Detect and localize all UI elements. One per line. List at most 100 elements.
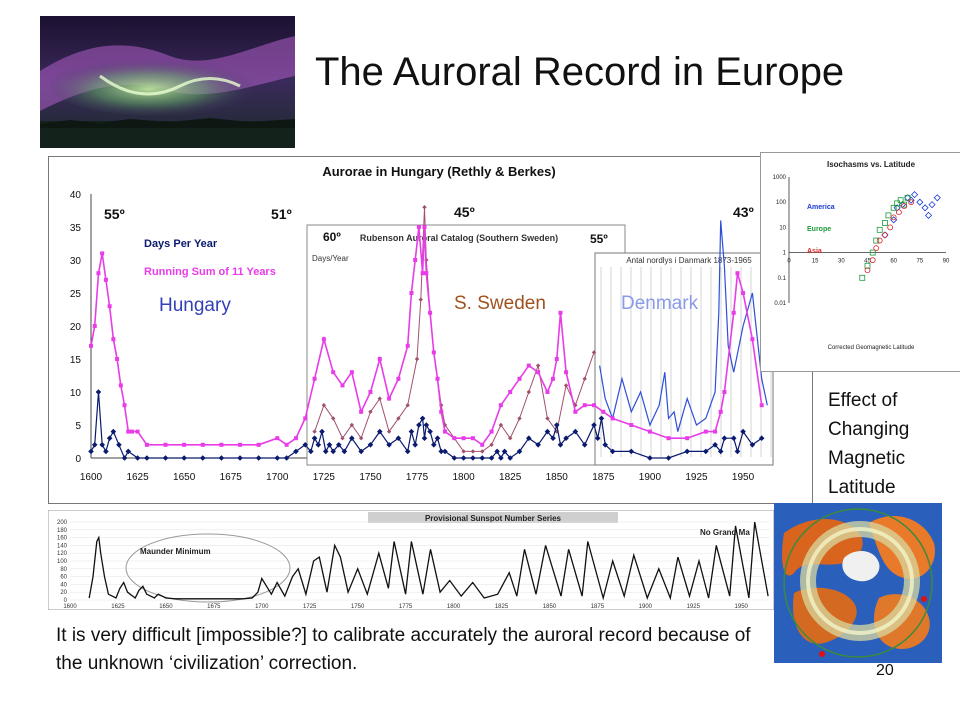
sunspot-chart-series bbox=[88, 521, 769, 601]
data-point-days-per-year bbox=[427, 428, 433, 435]
iso-point-europe bbox=[882, 220, 888, 226]
data-point-running-sum-of-11-years bbox=[107, 304, 112, 309]
data-point-running-sum-of-11-years bbox=[582, 403, 587, 408]
data-point-running-sum-of-11-years bbox=[735, 271, 740, 276]
data-point-days-per-year bbox=[134, 455, 141, 461]
data-point-running-sum-of-11-years bbox=[359, 409, 364, 414]
data-point-running-sum-of-11-years bbox=[303, 416, 308, 421]
sun-y-tick-label: 160 bbox=[57, 536, 68, 542]
data-point-running-sum-of-11-years bbox=[470, 436, 475, 441]
iso-point-america bbox=[916, 198, 924, 206]
data-point-running-sum-of-11-years bbox=[200, 442, 205, 447]
latitude-label-5: 60º bbox=[323, 230, 341, 244]
data-point-days-per-year bbox=[602, 442, 608, 448]
data-point-s-sweden bbox=[498, 422, 504, 428]
iso-x-tick-label: 0 bbox=[787, 259, 791, 265]
main-x-tick-label: 1675 bbox=[220, 472, 243, 483]
data-point-s-sweden bbox=[414, 356, 420, 362]
data-point-running-sum-of-11-years bbox=[517, 376, 522, 381]
data-point-running-sum-of-11-years bbox=[387, 396, 392, 401]
sun-x-tick-label: 1825 bbox=[495, 604, 509, 610]
data-point-running-sum-of-11-years bbox=[731, 310, 736, 315]
data-point-running-sum-of-11-years bbox=[424, 271, 429, 276]
data-point-days-per-year bbox=[330, 448, 336, 455]
data-point-running-sum-of-11-years bbox=[293, 436, 298, 441]
iso-point-europe bbox=[876, 226, 883, 233]
data-point-days-per-year bbox=[717, 448, 724, 455]
data-point-running-sum-of-11-years bbox=[558, 310, 563, 315]
data-point-running-sum-of-11-years bbox=[416, 225, 421, 229]
data-point-running-sum-of-11-years bbox=[420, 271, 425, 276]
iso-y-tick-label: 10 bbox=[779, 225, 786, 231]
effect-caption: Effect of Changing Magnetic Latitude bbox=[828, 386, 909, 502]
iso-point-europe bbox=[904, 194, 911, 201]
data-point-days-per-year bbox=[218, 455, 225, 461]
main-y-tick-label: 35 bbox=[70, 223, 82, 234]
data-point-running-sum-of-11-years bbox=[422, 225, 427, 229]
data-point-running-sum-of-11-years bbox=[713, 429, 718, 434]
iso-y-tick-label: 100 bbox=[776, 200, 787, 206]
iso-point-asia bbox=[869, 257, 876, 264]
sun-y-tick-label: 80 bbox=[60, 567, 67, 573]
data-point-days-per-year bbox=[758, 435, 765, 441]
data-point-running-sum-of-11-years bbox=[100, 251, 105, 256]
data-point-days-per-year bbox=[470, 455, 476, 461]
sun-y-tick-label: 100 bbox=[57, 559, 68, 565]
data-point-days-per-year bbox=[730, 435, 737, 441]
sun-x-tick-label: 1750 bbox=[351, 604, 365, 610]
main-y-tick-label: 20 bbox=[70, 322, 82, 333]
iso-point-asia bbox=[864, 267, 871, 274]
data-point-days-per-year bbox=[460, 455, 467, 461]
sun-y-tick-label: 200 bbox=[57, 520, 68, 526]
sun-x-tick-label: 1950 bbox=[735, 604, 749, 610]
data-point-running-sum-of-11-years bbox=[551, 376, 556, 381]
data-point-days-per-year bbox=[535, 442, 541, 448]
geomagnetic-map bbox=[774, 503, 942, 663]
data-point-days-per-year bbox=[95, 389, 102, 395]
data-point-running-sum-of-11-years bbox=[573, 409, 578, 414]
iso-legend-asia: Asia bbox=[807, 248, 822, 255]
sunspot-series-chart: Provisional Sunspot Number Series 0 20 40 6… bbox=[47, 509, 775, 611]
iso-x-tick-label: 45 bbox=[864, 259, 871, 265]
effect-caption-line: Latitude bbox=[828, 477, 896, 498]
data-point-days-per-year bbox=[341, 448, 348, 455]
data-point-running-sum-of-11-years bbox=[331, 370, 336, 375]
main-chart-title: Aurorae in Hungary (Rethly & Berkes) bbox=[322, 164, 555, 179]
data-point-s-sweden bbox=[396, 416, 401, 421]
main-x-tick-label: 1625 bbox=[126, 472, 149, 483]
main-chart-series bbox=[88, 205, 768, 461]
isochasms-chart: Isochasms vs. Latitude 0.01 0.1 1 10 100 1000… bbox=[760, 152, 960, 372]
series-line-days-per-year bbox=[90, 391, 763, 460]
data-point-running-sum-of-11-years bbox=[480, 442, 485, 447]
sweden-inset-title: Rubenson Auroral Catalog (Southern Swede… bbox=[360, 233, 558, 243]
data-point-days-per-year bbox=[553, 422, 560, 428]
sun-x-tick-label: 1625 bbox=[111, 604, 125, 610]
latitude-label-6: 55º bbox=[590, 232, 608, 246]
region-label-denmark: Denmark bbox=[621, 293, 699, 314]
sun-x-tick-label: 1675 bbox=[207, 604, 221, 610]
sun-y-tick-label: 40 bbox=[60, 582, 67, 588]
series-line-denmark bbox=[599, 220, 768, 432]
legend-running-sum: Running Sum of 11 Years bbox=[144, 266, 276, 278]
data-point-running-sum-of-11-years bbox=[284, 442, 289, 447]
data-point-days-per-year bbox=[181, 455, 187, 461]
data-point-running-sum-of-11-years bbox=[89, 343, 93, 348]
iso-x-tick-label: 60 bbox=[890, 259, 897, 265]
maunder-minimum-ellipse bbox=[125, 533, 291, 603]
latitude-label-2: 51º bbox=[271, 206, 292, 222]
iso-x-tick-label: 75 bbox=[916, 259, 923, 265]
slide-title: The Auroral Record in Europe bbox=[315, 50, 845, 94]
data-point-running-sum-of-11-years bbox=[428, 310, 433, 315]
data-point-days-per-year bbox=[572, 428, 579, 435]
data-point-running-sum-of-11-years bbox=[118, 383, 123, 388]
data-point-running-sum-of-11-years bbox=[592, 403, 597, 408]
data-point-days-per-year bbox=[438, 448, 445, 455]
iso-x-tick-label: 15 bbox=[812, 259, 819, 265]
iso-y-tick-label: 1 bbox=[783, 251, 787, 257]
data-point-running-sum-of-11-years bbox=[610, 416, 615, 421]
data-point-days-per-year bbox=[494, 448, 500, 455]
main-x-tick-label: 1650 bbox=[173, 472, 196, 483]
effect-caption-line: Changing bbox=[828, 419, 910, 440]
iso-y-tick-label: 0.1 bbox=[778, 276, 787, 282]
